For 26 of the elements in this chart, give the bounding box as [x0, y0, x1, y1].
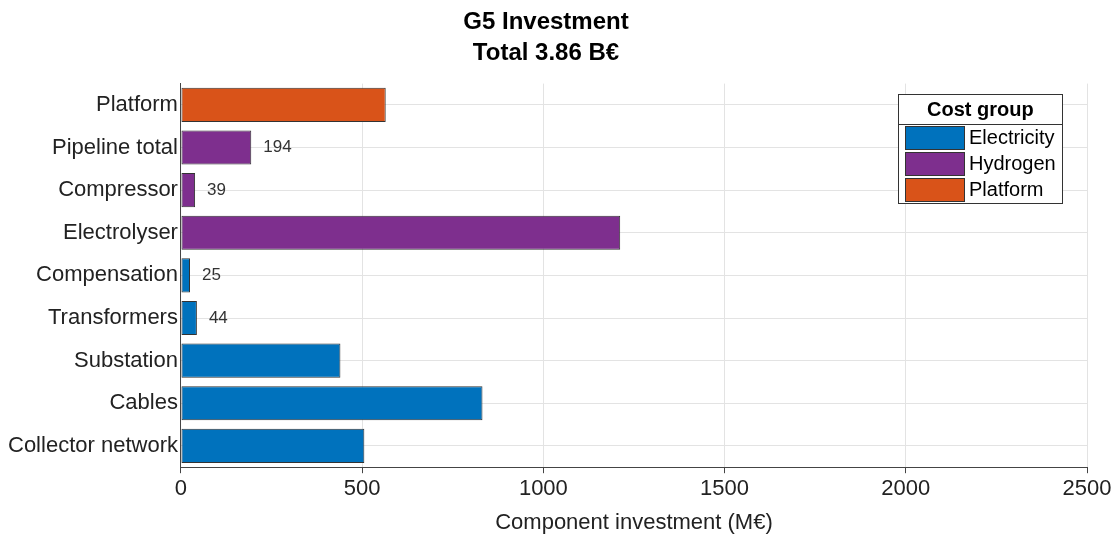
y-tick-label: Pipeline total [51, 133, 178, 159]
y-tick-label: Electrolyser [63, 218, 178, 244]
chart-subtitle: Total 3.86 B€ [472, 37, 620, 65]
x-tick-label: 2000 [881, 475, 931, 501]
chart-title: G5 Investment [463, 7, 629, 35]
y-tick-label: Compensation [36, 261, 178, 287]
x-axis-title: Component investment (M€) [495, 508, 773, 534]
y-tick-label: Cables [109, 389, 178, 415]
y-tick-label: Platform [96, 90, 178, 116]
x-tick-label: 0 [174, 475, 188, 501]
y-tick-label: Compressor [58, 176, 178, 202]
y-tick-label: Transformers [47, 304, 178, 330]
y-tick-label: Collector network [8, 431, 179, 457]
x-tick-label: 500 [343, 475, 381, 501]
x-tick-label: 2500 [1062, 475, 1112, 501]
data-label: 44 [208, 307, 228, 327]
data-label: 194 [263, 137, 292, 157]
legend-label: Platform [969, 178, 1044, 202]
x-tick-label: 1500 [700, 475, 750, 501]
data-label: 39 [207, 179, 227, 199]
legend-title: Cost group [899, 94, 1062, 125]
legend-label: Electricity [969, 126, 1055, 150]
data-label: 25 [202, 265, 221, 285]
legend-label: Hydrogen [969, 152, 1056, 176]
y-tick-label: Substation [73, 346, 178, 372]
x-tick-label: 1000 [518, 475, 568, 501]
